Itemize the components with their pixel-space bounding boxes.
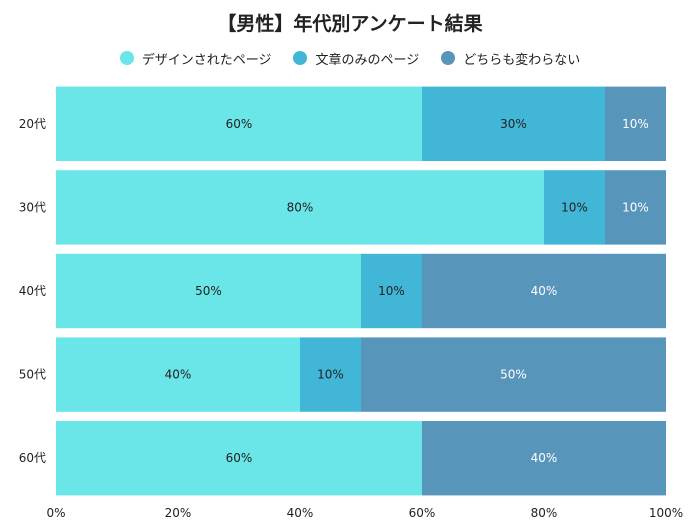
legend-label-text-only-page: 文章のみのページ <box>315 52 420 68</box>
data-label-2-2: 10% <box>561 200 588 214</box>
bar-segment-5-3 <box>422 420 666 496</box>
bar-segment-3-2 <box>361 253 422 329</box>
bar-segment-1-2 <box>422 86 605 162</box>
data-label-1-2: 30% <box>500 117 527 131</box>
legend-item-designed-page: デザインされたページ <box>119 49 272 68</box>
bar-segment-2-1 <box>56 170 544 245</box>
bar-segment-3-3 <box>422 253 666 329</box>
data-label-3-2: 10% <box>378 284 405 298</box>
category-label-5: 60代 <box>19 451 46 465</box>
legend-swatch-no-difference <box>441 51 456 65</box>
legend-label-designed-page: デザインされたページ <box>141 52 272 68</box>
x-tick-label-6: 100% <box>649 506 683 520</box>
data-label-3-3: 40% <box>531 284 558 298</box>
bar-segment-1-3 <box>605 86 666 162</box>
data-label-4-1: 40% <box>165 368 192 382</box>
data-label-5-1: 60% <box>226 451 253 465</box>
data-label-1-1: 60% <box>226 117 253 131</box>
bar-segment-2-3 <box>605 170 666 245</box>
bar-segment-1-1 <box>56 86 422 162</box>
category-label-4: 50代 <box>19 368 46 382</box>
legend-label-no-difference: どちらも変わらない <box>463 52 581 68</box>
bar-segment-4-3 <box>361 337 666 412</box>
bar-segment-4-1 <box>56 337 300 412</box>
category-label-2: 30代 <box>19 200 46 214</box>
chart-title: 【男性】年代別アンケート結果 <box>217 13 483 35</box>
x-tick-label-5: 80% <box>531 506 558 520</box>
bar-segment-5-1 <box>56 420 422 496</box>
data-label-4-3: 50% <box>500 368 527 382</box>
data-label-3-1: 50% <box>195 284 222 298</box>
data-label-4-2: 10% <box>317 368 344 382</box>
x-tick-label-2: 20% <box>165 506 192 520</box>
bar-segment-2-2 <box>544 170 605 245</box>
bar-segment-4-2 <box>300 337 361 412</box>
data-label-2-3: 10% <box>622 200 649 214</box>
x-tick-label-3: 40% <box>287 506 314 520</box>
legend-item-no-difference: どちらも変わらない <box>441 49 580 68</box>
data-label-5-3: 40% <box>531 451 558 465</box>
data-label-2-1: 80% <box>287 200 314 214</box>
data-label-1-3: 10% <box>622 117 649 131</box>
bar-segment-3-1 <box>56 253 361 329</box>
x-tick-label-4: 60% <box>409 506 436 520</box>
x-tick-label-1: 0% <box>46 506 65 520</box>
legend-swatch-text-only-page <box>293 51 308 65</box>
chart-legend: デザインされたページ 文章のみのページ どちらも変わらない <box>0 48 700 68</box>
legend-swatch-designed-page <box>119 51 134 65</box>
category-label-1: 20代 <box>19 117 46 131</box>
legend-item-text-only-page: 文章のみのページ <box>293 49 419 68</box>
category-label-3: 40代 <box>19 284 46 298</box>
